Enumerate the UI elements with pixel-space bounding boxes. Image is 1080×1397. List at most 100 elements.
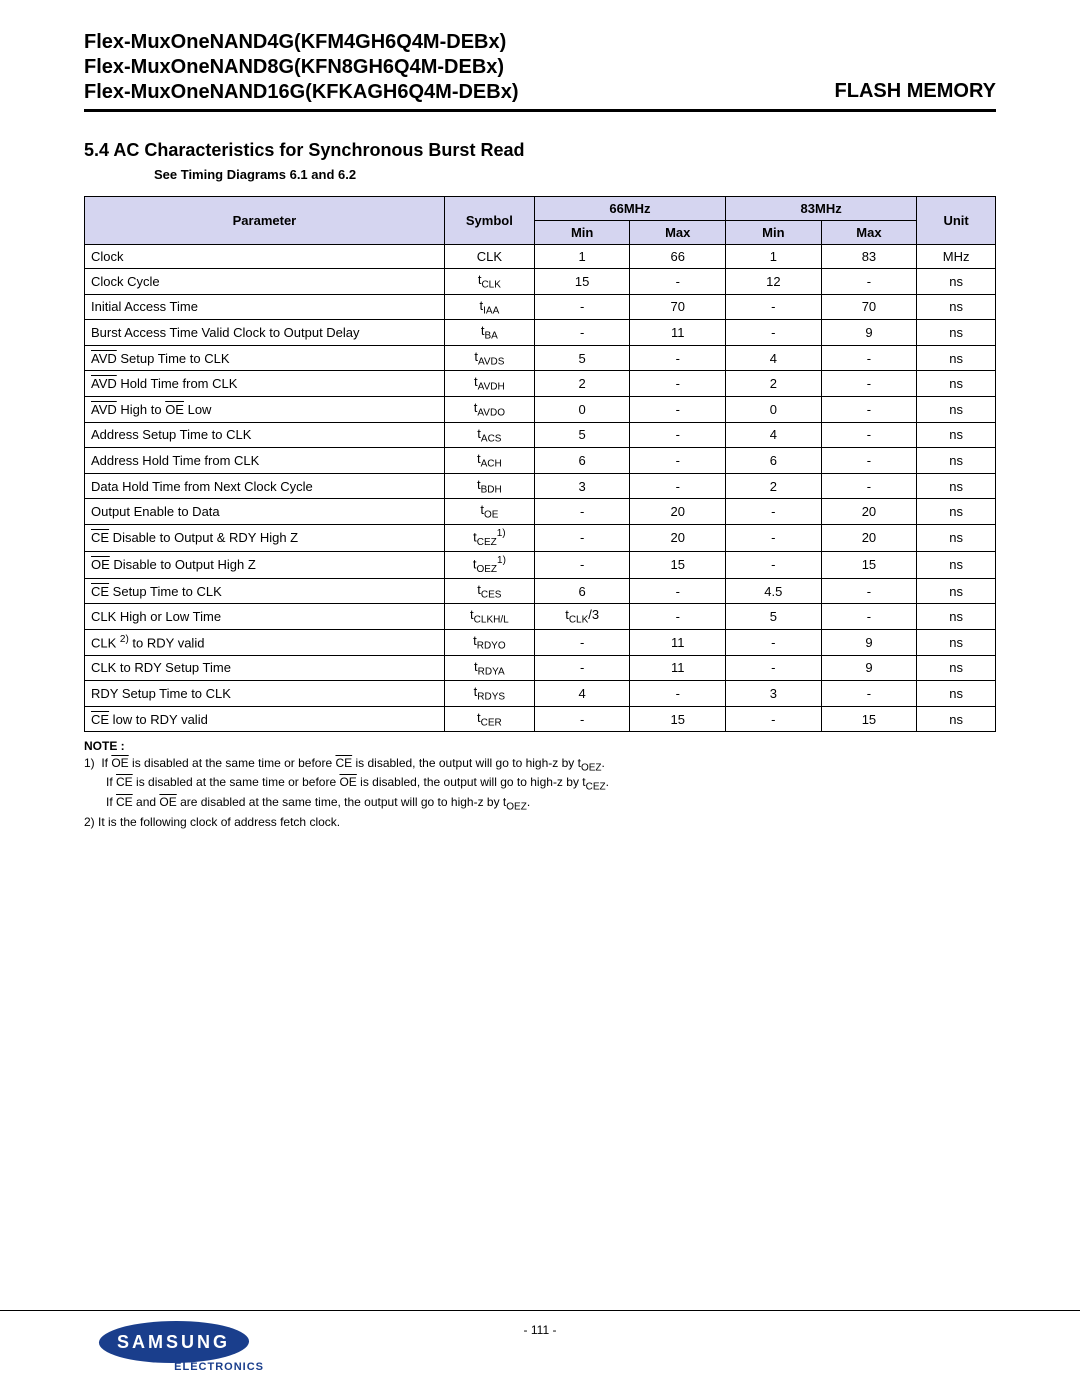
cell-max1: 70 xyxy=(630,294,726,320)
cell-param: CLK to RDY Setup Time xyxy=(85,655,445,681)
cell-max2: 15 xyxy=(821,551,917,578)
cell-min1: - xyxy=(534,320,630,346)
cell-min1: - xyxy=(534,524,630,551)
header-right: FLASH MEMORY xyxy=(835,80,996,103)
section-subtitle: See Timing Diagrams 6.1 and 6.2 xyxy=(154,167,996,182)
cell-max1: 15 xyxy=(630,706,726,732)
cell-max2: - xyxy=(821,578,917,604)
cell-min1: 5 xyxy=(534,422,630,448)
cell-param: OE Disable to Output High Z xyxy=(85,551,445,578)
cell-unit: ns xyxy=(917,551,996,578)
cell-min2: 1 xyxy=(726,245,822,269)
cell-max2: - xyxy=(821,371,917,397)
cell-param: CE low to RDY valid xyxy=(85,706,445,732)
page-footer: - 111 - SAMSUNG ELECTRONICS xyxy=(0,1310,1080,1373)
col-83-max: Max xyxy=(821,221,917,245)
cell-min1: 4 xyxy=(534,681,630,707)
note-1a: 1) If OE is disabled at the same time or… xyxy=(84,756,605,770)
cell-max2: - xyxy=(821,422,917,448)
cell-min1: tCLK/3 xyxy=(534,604,630,630)
cell-min2: 2 xyxy=(726,473,822,499)
cell-min1: - xyxy=(534,629,630,655)
cell-max2: 20 xyxy=(821,524,917,551)
col-66mhz: 66MHz xyxy=(534,197,725,221)
table-row: Clock CycletCLK15-12-ns xyxy=(85,269,996,295)
cell-min2: - xyxy=(726,294,822,320)
cell-min2: 12 xyxy=(726,269,822,295)
cell-max2: - xyxy=(821,681,917,707)
cell-unit: ns xyxy=(917,524,996,551)
cell-symbol: tOE xyxy=(444,499,534,525)
table-row: CE Disable to Output & RDY High ZtCEZ1)-… xyxy=(85,524,996,551)
cell-min2: - xyxy=(726,551,822,578)
cell-max1: 66 xyxy=(630,245,726,269)
cell-param: Clock Cycle xyxy=(85,269,445,295)
cell-param: CE Disable to Output & RDY High Z xyxy=(85,524,445,551)
table-row: RDY Setup Time to CLKtRDYS4-3-ns xyxy=(85,681,996,707)
table-row: AVD Setup Time to CLKtAVDS5-4-ns xyxy=(85,345,996,371)
cell-min1: 6 xyxy=(534,578,630,604)
cell-unit: ns xyxy=(917,269,996,295)
cell-min1: 15 xyxy=(534,269,630,295)
cell-symbol: tAVDO xyxy=(444,396,534,422)
cell-max2: 9 xyxy=(821,320,917,346)
cell-min2: 5 xyxy=(726,604,822,630)
col-unit: Unit xyxy=(917,197,996,245)
cell-max2: 9 xyxy=(821,629,917,655)
table-row: Burst Access Time Valid Clock to Output … xyxy=(85,320,996,346)
cell-symbol: tCEZ1) xyxy=(444,524,534,551)
cell-min1: 6 xyxy=(534,448,630,474)
cell-symbol: tACH xyxy=(444,448,534,474)
cell-min2: - xyxy=(726,524,822,551)
cell-symbol: tCLKH/L xyxy=(444,604,534,630)
cell-min1: - xyxy=(534,294,630,320)
cell-symbol: tBDH xyxy=(444,473,534,499)
cell-min1: 5 xyxy=(534,345,630,371)
cell-max1: 11 xyxy=(630,655,726,681)
cell-max2: 83 xyxy=(821,245,917,269)
cell-max1: - xyxy=(630,345,726,371)
cell-max1: - xyxy=(630,269,726,295)
cell-max2: - xyxy=(821,473,917,499)
table-row: CLK 2) to RDY validtRDYO-11-9ns xyxy=(85,629,996,655)
cell-max1: - xyxy=(630,422,726,448)
table-row: Address Setup Time to CLKtACS5-4-ns xyxy=(85,422,996,448)
cell-max1: 20 xyxy=(630,499,726,525)
cell-min2: - xyxy=(726,320,822,346)
col-66-max: Max xyxy=(630,221,726,245)
spec-table-body: ClockCLK166183MHzClock CycletCLK15-12-ns… xyxy=(85,245,996,732)
cell-max1: 15 xyxy=(630,551,726,578)
cell-max1: - xyxy=(630,448,726,474)
cell-symbol: tRDYS xyxy=(444,681,534,707)
samsung-electronics-text: ELECTRONICS xyxy=(174,1361,264,1373)
cell-max1: 11 xyxy=(630,320,726,346)
cell-param: Burst Access Time Valid Clock to Output … xyxy=(85,320,445,346)
cell-symbol: tRDYO xyxy=(444,629,534,655)
cell-max1: - xyxy=(630,604,726,630)
note-2: 2) It is the following clock of address … xyxy=(84,815,340,829)
cell-min2: - xyxy=(726,629,822,655)
cell-symbol: tIAA xyxy=(444,294,534,320)
col-symbol: Symbol xyxy=(444,197,534,245)
cell-min2: 4 xyxy=(726,345,822,371)
cell-min1: 3 xyxy=(534,473,630,499)
col-83-min: Min xyxy=(726,221,822,245)
spec-table: Parameter Symbol 66MHz 83MHz Unit Min Ma… xyxy=(84,196,996,732)
cell-symbol: tACS xyxy=(444,422,534,448)
cell-max2: 9 xyxy=(821,655,917,681)
cell-min2: - xyxy=(726,655,822,681)
col-83mhz: 83MHz xyxy=(726,197,917,221)
header-line-2: Flex-MuxOneNAND8G(KFN8GH6Q4M-DEBx) xyxy=(84,55,996,80)
col-parameter: Parameter xyxy=(85,197,445,245)
cell-symbol: tCES xyxy=(444,578,534,604)
table-row: CE Setup Time to CLKtCES6-4.5-ns xyxy=(85,578,996,604)
cell-symbol: tCER xyxy=(444,706,534,732)
cell-unit: ns xyxy=(917,499,996,525)
cell-min2: 2 xyxy=(726,371,822,397)
cell-symbol: tAVDS xyxy=(444,345,534,371)
cell-param: Initial Access Time xyxy=(85,294,445,320)
header-line-1: Flex-MuxOneNAND4G(KFM4GH6Q4M-DEBx) xyxy=(84,30,996,55)
cell-min2: 4 xyxy=(726,422,822,448)
col-66-min: Min xyxy=(534,221,630,245)
cell-min2: 6 xyxy=(726,448,822,474)
